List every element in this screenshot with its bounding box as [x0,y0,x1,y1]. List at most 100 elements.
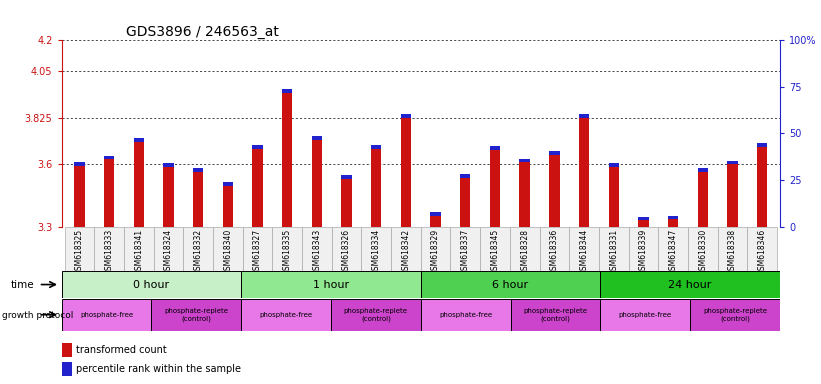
Text: GSM618343: GSM618343 [312,229,321,275]
Text: GSM618324: GSM618324 [164,229,173,275]
Bar [460,178,470,227]
Bar [361,227,391,271]
Bar [62,299,151,331]
Bar [391,227,420,271]
Bar [332,227,361,271]
Bar [312,136,322,140]
Bar [154,227,183,271]
Bar [638,220,649,227]
Text: GDS3896 / 246563_at: GDS3896 / 246563_at [126,25,279,39]
Text: GSM618346: GSM618346 [758,229,767,275]
Text: percentile rank within the sample: percentile rank within the sample [76,364,241,374]
Bar [668,219,678,227]
Bar [312,140,322,227]
Text: GSM618338: GSM618338 [728,229,737,275]
Text: phosphate-replete
(control): phosphate-replete (control) [164,308,228,322]
Bar [688,227,718,271]
Text: phosphate-free: phosphate-free [619,312,672,318]
Bar [213,227,243,271]
Text: GSM618339: GSM618339 [639,229,648,275]
Text: phosphate-free: phosphate-free [439,312,493,318]
Text: GSM618347: GSM618347 [668,229,677,275]
Bar [629,227,658,271]
Bar [420,271,600,298]
Bar [62,271,241,298]
Bar [222,186,233,227]
Bar [74,162,85,166]
Bar [569,227,599,271]
Bar [579,114,589,118]
Bar [273,227,302,271]
Bar [163,167,173,227]
Text: GSM618336: GSM618336 [550,229,559,275]
Bar [222,182,233,186]
Bar [94,227,124,271]
Text: GSM618333: GSM618333 [104,229,113,275]
Text: time: time [11,280,34,290]
Bar [690,299,780,331]
Bar [371,149,382,227]
Bar [600,271,780,298]
Text: phosphate-replete
(control): phosphate-replete (control) [703,308,767,322]
Text: GSM618329: GSM618329 [431,229,440,275]
Bar [371,145,382,149]
Bar [430,212,441,216]
Bar [401,118,411,227]
Bar [183,227,213,271]
Bar [134,138,144,142]
Text: GSM618332: GSM618332 [194,229,203,275]
Text: GSM618327: GSM618327 [253,229,262,275]
Bar [430,216,441,227]
Bar [401,114,411,118]
Text: GSM618341: GSM618341 [135,229,143,275]
Bar [282,89,292,93]
Bar [490,146,500,150]
Bar [549,155,560,227]
Bar [608,163,619,167]
Bar [747,227,777,271]
Bar [331,299,420,331]
Bar [302,227,332,271]
Text: phosphate-free: phosphate-free [259,312,313,318]
Bar [698,168,708,172]
Bar [104,156,114,159]
Bar [163,163,173,167]
Bar [658,227,688,271]
Bar [757,143,768,147]
Bar [451,227,480,271]
Bar [62,343,72,357]
Text: GSM618340: GSM618340 [223,229,232,275]
Bar [608,167,619,227]
Bar [104,159,114,227]
Text: phosphate-replete
(control): phosphate-replete (control) [524,308,588,322]
Bar [668,215,678,219]
Bar [420,299,511,331]
Text: 0 hour: 0 hour [133,280,169,290]
Bar [718,227,747,271]
Bar [134,142,144,227]
Bar [62,362,72,376]
Bar [252,149,263,227]
Bar [342,175,351,179]
Text: GSM618325: GSM618325 [75,229,84,275]
Bar [579,118,589,227]
Text: GSM618334: GSM618334 [372,229,381,275]
Bar [480,227,510,271]
Text: 24 hour: 24 hour [668,280,712,290]
Bar [193,168,204,172]
Bar [549,151,560,155]
Bar [342,179,351,227]
Bar [511,299,600,331]
Bar [520,159,530,162]
Text: GSM618335: GSM618335 [282,229,291,275]
Text: GSM618345: GSM618345 [490,229,499,275]
Bar [241,271,420,298]
Text: GSM618344: GSM618344 [580,229,589,275]
Bar [243,227,273,271]
Text: phosphate-free: phosphate-free [80,312,133,318]
Bar [151,299,241,331]
Bar [420,227,451,271]
Bar [282,93,292,227]
Text: GSM618342: GSM618342 [401,229,410,275]
Bar [510,227,539,271]
